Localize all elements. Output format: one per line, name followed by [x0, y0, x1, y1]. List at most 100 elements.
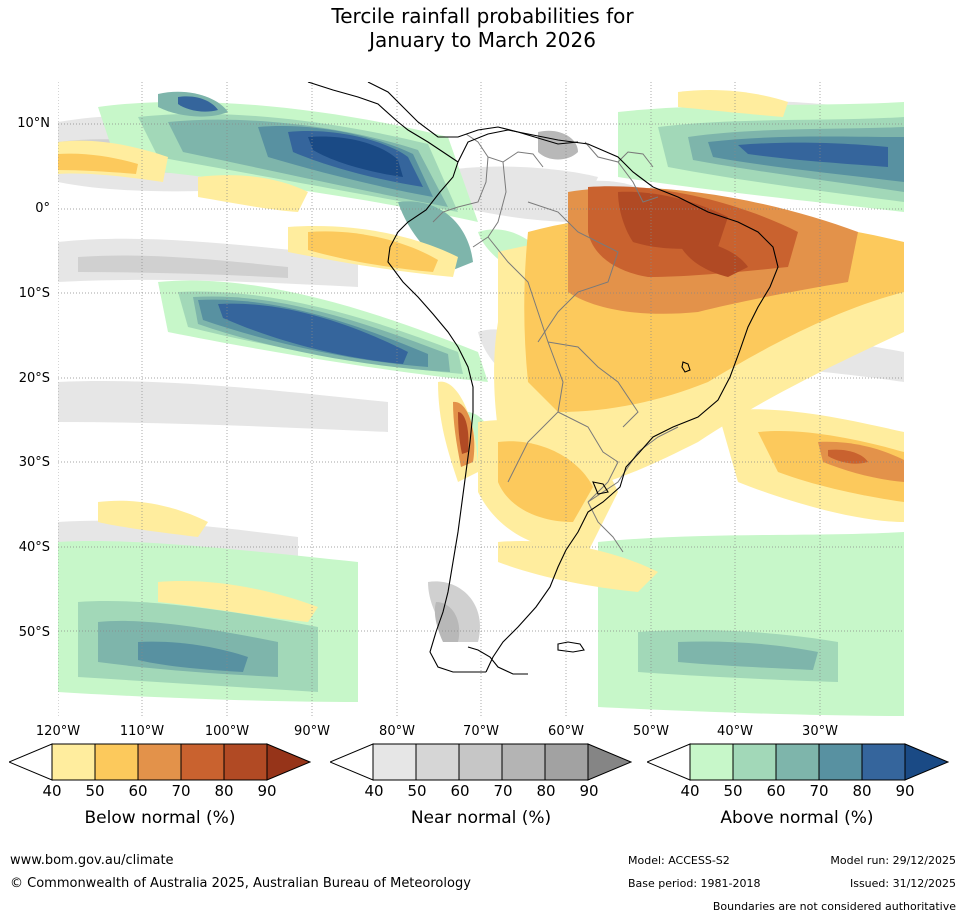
near-normal-label: Near normal (%): [410, 808, 552, 828]
above-normal-colorbar: [647, 743, 949, 781]
border-line: [617, 151, 654, 168]
below-tick-90: 90: [257, 782, 277, 800]
border-line: [432, 156, 489, 223]
above-tick-50: 50: [723, 782, 743, 800]
title-line-2: January to March 2026: [369, 28, 596, 52]
cb-below-60: [137, 743, 182, 781]
lon-label-30w: 30°W: [802, 724, 838, 739]
near-region: [538, 130, 578, 160]
lat-label-50s: 50°S: [18, 625, 50, 640]
border-line: [465, 133, 544, 168]
below-normal-colorbar: [9, 743, 311, 781]
lat-label-10s: 10°S: [18, 286, 50, 301]
base-period-text: Base period: 1981-2018: [628, 877, 761, 890]
cb-near-50: [415, 743, 460, 781]
border-line: [527, 201, 619, 343]
below-region: [678, 241, 748, 277]
below-region: [158, 581, 318, 622]
above-normal-regions: [58, 91, 904, 716]
below-region: [678, 90, 788, 117]
near-tick-80: 80: [536, 782, 556, 800]
above-region: [738, 142, 888, 167]
above-tick-80: 80: [852, 782, 872, 800]
near-tick-90: 90: [579, 782, 599, 800]
model-run-text: Model run: 29/12/2025: [830, 854, 956, 867]
below-normal-regions: [58, 90, 904, 622]
border-line: [557, 411, 619, 503]
below-region: [458, 412, 469, 454]
cb-above-start: [647, 743, 691, 781]
cb-near-end: [587, 743, 632, 781]
above-normal-label: Above normal (%): [720, 808, 874, 828]
below-region: [198, 175, 308, 212]
cb-below-80: [223, 743, 268, 781]
below-region: [498, 541, 658, 592]
lat-label-40s: 40°S: [18, 540, 50, 555]
near-tick-50: 50: [407, 782, 427, 800]
above-region: [218, 303, 408, 364]
cb-near-40: [372, 743, 417, 781]
below-tick-70: 70: [171, 782, 191, 800]
lon-label-80w: 80°W: [379, 724, 415, 739]
cb-near-60: [458, 743, 503, 781]
below-region: [828, 449, 868, 464]
cb-near-start: [330, 743, 374, 781]
lat-label-10n: 10°N: [17, 116, 50, 131]
below-region: [498, 441, 593, 522]
below-tick-40: 40: [42, 782, 62, 800]
border-line: [584, 141, 659, 203]
copyright-text: © Commonwealth of Australia 2025, Austra…: [10, 876, 471, 891]
lat-label-20s: 20°S: [18, 371, 50, 386]
below-region: [58, 153, 138, 174]
lon-label-40w: 40°W: [717, 724, 753, 739]
lon-label-110w: 110°W: [119, 724, 165, 739]
near-region: [428, 581, 480, 642]
probability-map: [58, 82, 904, 716]
lat-label-30s: 30°S: [18, 455, 50, 470]
cb-near-80: [544, 743, 589, 781]
border-line: [587, 426, 679, 503]
cb-below-start: [9, 743, 53, 781]
above-region: [598, 532, 904, 716]
coastline-lake: [681, 361, 691, 373]
title-line-1: Tercile rainfall probabilities for: [331, 4, 634, 28]
below-tick-60: 60: [128, 782, 148, 800]
disclaimer-text: Boundaries are not considered authoritat…: [712, 900, 956, 913]
near-tick-60: 60: [450, 782, 470, 800]
lat-label-0: 0°: [35, 201, 50, 216]
model-text: Model: ACCESS-S2: [628, 854, 730, 867]
near-region: [58, 381, 388, 432]
near-tick-40: 40: [364, 782, 384, 800]
lon-label-90w: 90°W: [294, 724, 330, 739]
coastline-caribbean: [367, 82, 579, 145]
border-line: [472, 161, 507, 248]
above-region: [678, 641, 818, 670]
above-tick-70: 70: [809, 782, 829, 800]
above-region: [138, 641, 248, 672]
border-line: [487, 236, 549, 343]
map-title: Tercile rainfall probabilities for Janua…: [0, 4, 965, 52]
cb-near-70: [501, 743, 546, 781]
cb-below-end: [266, 743, 311, 781]
cb-above-40: [689, 743, 734, 781]
below-normal-label: Below normal (%): [84, 808, 236, 828]
cb-below-70: [180, 743, 225, 781]
above-region: [308, 136, 403, 177]
cb-below-40: [51, 743, 96, 781]
near-normal-colorbar: [330, 743, 632, 781]
above-region: [398, 201, 473, 272]
below-tick-50: 50: [85, 782, 105, 800]
coastlines: [307, 82, 779, 675]
above-region: [178, 96, 218, 112]
near-tick-70: 70: [493, 782, 513, 800]
below-tick-80: 80: [214, 782, 234, 800]
coastline-south-america: [457, 129, 779, 673]
lon-label-120w: 120°W: [35, 724, 81, 739]
website-link[interactable]: www.bom.gov.au/climate: [10, 853, 174, 868]
map-canvas: [58, 82, 904, 716]
below-region: [308, 231, 438, 272]
gridlines: [58, 82, 904, 716]
coastline-central-america: [307, 82, 459, 163]
above-tick-90: 90: [895, 782, 915, 800]
cb-above-50: [732, 743, 777, 781]
